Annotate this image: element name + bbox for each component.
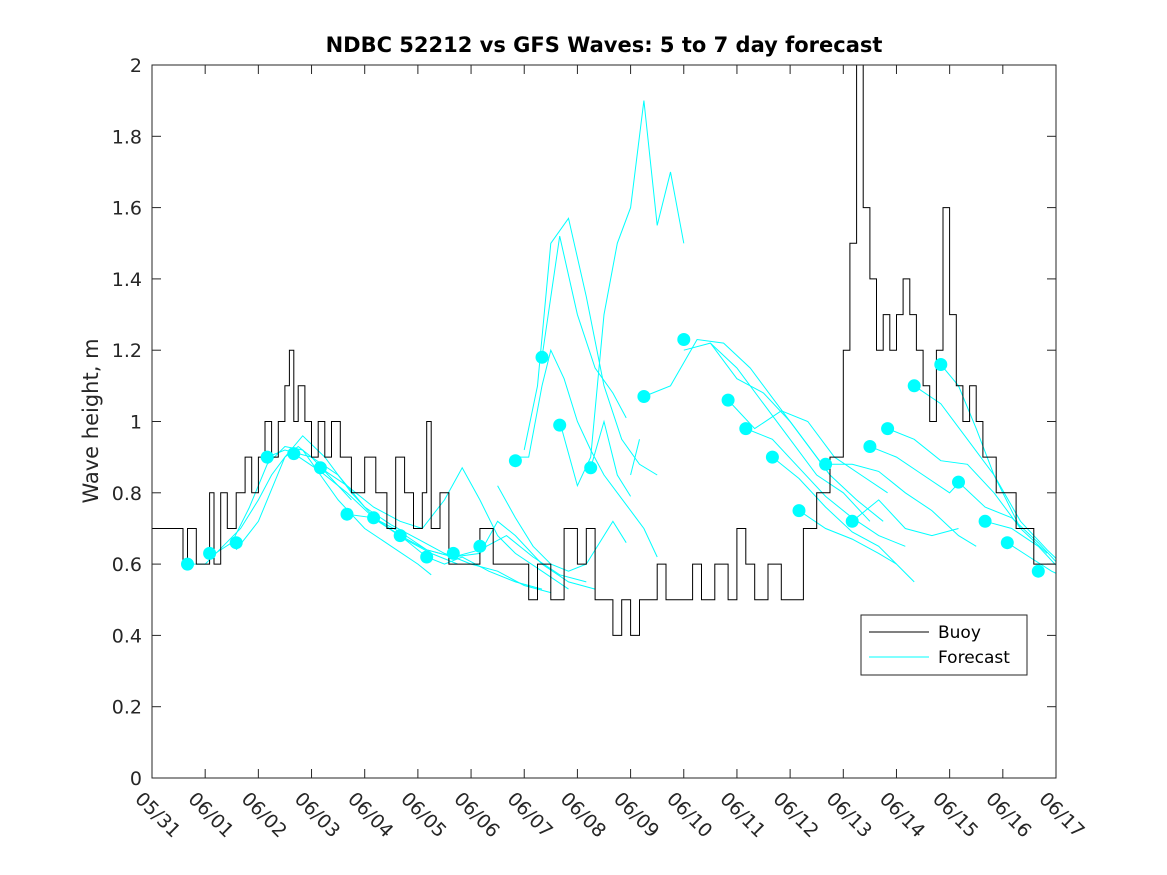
forecast-marker-15 xyxy=(553,418,567,432)
forecast-marker-22 xyxy=(792,504,806,518)
y-tick-label: 1 xyxy=(130,412,142,434)
forecast-line-10 xyxy=(515,348,658,558)
legend: Buoy Forecast xyxy=(860,614,1028,676)
y-tick-label: 0 xyxy=(130,768,142,790)
forecast-marker-28 xyxy=(934,358,948,371)
forecast-marker-19 xyxy=(721,393,735,407)
forecast-marker-31 xyxy=(1000,536,1014,550)
forecast-marker-10 xyxy=(420,550,434,564)
legend-buoy-label: Buoy xyxy=(938,623,981,643)
forecast-marker-9 xyxy=(393,529,407,543)
forecast-line-16 xyxy=(643,338,884,522)
forecast-marker-26 xyxy=(881,422,895,436)
y-tick-label: 0.4 xyxy=(112,625,142,647)
forecast-line-23 xyxy=(825,463,977,547)
forecast-marker-30 xyxy=(978,514,992,528)
forecast-marker-16 xyxy=(584,461,598,475)
forecast-marker-24 xyxy=(845,514,859,528)
forecast-marker-18 xyxy=(677,333,691,346)
forecast-marker-27 xyxy=(907,379,921,393)
forecast-marker-14 xyxy=(535,350,549,364)
forecast-marker-12 xyxy=(473,539,487,553)
forecast-line-30 xyxy=(984,520,1056,566)
y-tick-label: 0.8 xyxy=(112,483,142,505)
forecast-marker-5 xyxy=(287,447,301,461)
chart-title: NDBC 52212 vs GFS Waves: 5 to 7 day fore… xyxy=(326,33,883,57)
forecast-line-25 xyxy=(869,446,964,494)
y-tick-label: 1.2 xyxy=(112,340,142,362)
forecast-marker-17 xyxy=(637,390,651,403)
forecast-line-20 xyxy=(745,428,906,547)
forecast-marker-20 xyxy=(739,422,753,436)
forecast-marker-6 xyxy=(313,461,327,475)
forecast-line-15 xyxy=(630,439,640,476)
series-layer xyxy=(152,65,1056,636)
forecast-line-14 xyxy=(590,419,632,497)
forecast-line-18 xyxy=(710,342,871,522)
y-tick-label: 2 xyxy=(130,55,142,77)
forecast-marker-8 xyxy=(367,511,381,525)
forecast-marker-29 xyxy=(952,475,965,489)
forecast-line-19 xyxy=(727,399,888,494)
forecast-marker-13 xyxy=(508,454,522,468)
y-tick-label: 0.2 xyxy=(112,697,142,719)
forecast-line-2 xyxy=(209,445,432,576)
legend-forecast-label: Forecast xyxy=(938,648,1010,668)
forecast-marker-2 xyxy=(203,546,217,560)
forecast-line-26 xyxy=(887,428,1021,529)
legend-box xyxy=(860,614,1028,676)
forecast-marker-4 xyxy=(260,450,274,464)
forecast-line-13 xyxy=(559,100,685,488)
forecast-line-6 xyxy=(320,466,569,590)
forecast-line-29 xyxy=(958,481,1056,563)
forecast-line-9 xyxy=(497,485,627,572)
forecast-marker-3 xyxy=(229,536,243,550)
forecast-line-12 xyxy=(541,235,627,419)
forecast-line-1 xyxy=(187,445,352,565)
y-tick-label: 0.6 xyxy=(112,554,142,576)
buoy-line xyxy=(152,65,1056,636)
forecast-line-11 xyxy=(523,217,658,476)
y-axis-label: Wave height, m xyxy=(79,338,103,503)
forecast-marker-11 xyxy=(446,546,460,560)
y-tick-label: 1.8 xyxy=(112,126,142,148)
forecast-marker-7 xyxy=(340,507,354,521)
y-tick-label: 1.4 xyxy=(112,269,142,291)
forecast-marker-1 xyxy=(181,557,194,571)
forecast-marker-32 xyxy=(1031,564,1045,578)
forecast-line-24 xyxy=(851,499,959,537)
forecast-marker-25 xyxy=(863,440,877,453)
y-tick-label: 1.6 xyxy=(112,198,142,220)
forecast-marker-21 xyxy=(765,450,779,464)
forecast-marker-23 xyxy=(819,457,833,471)
